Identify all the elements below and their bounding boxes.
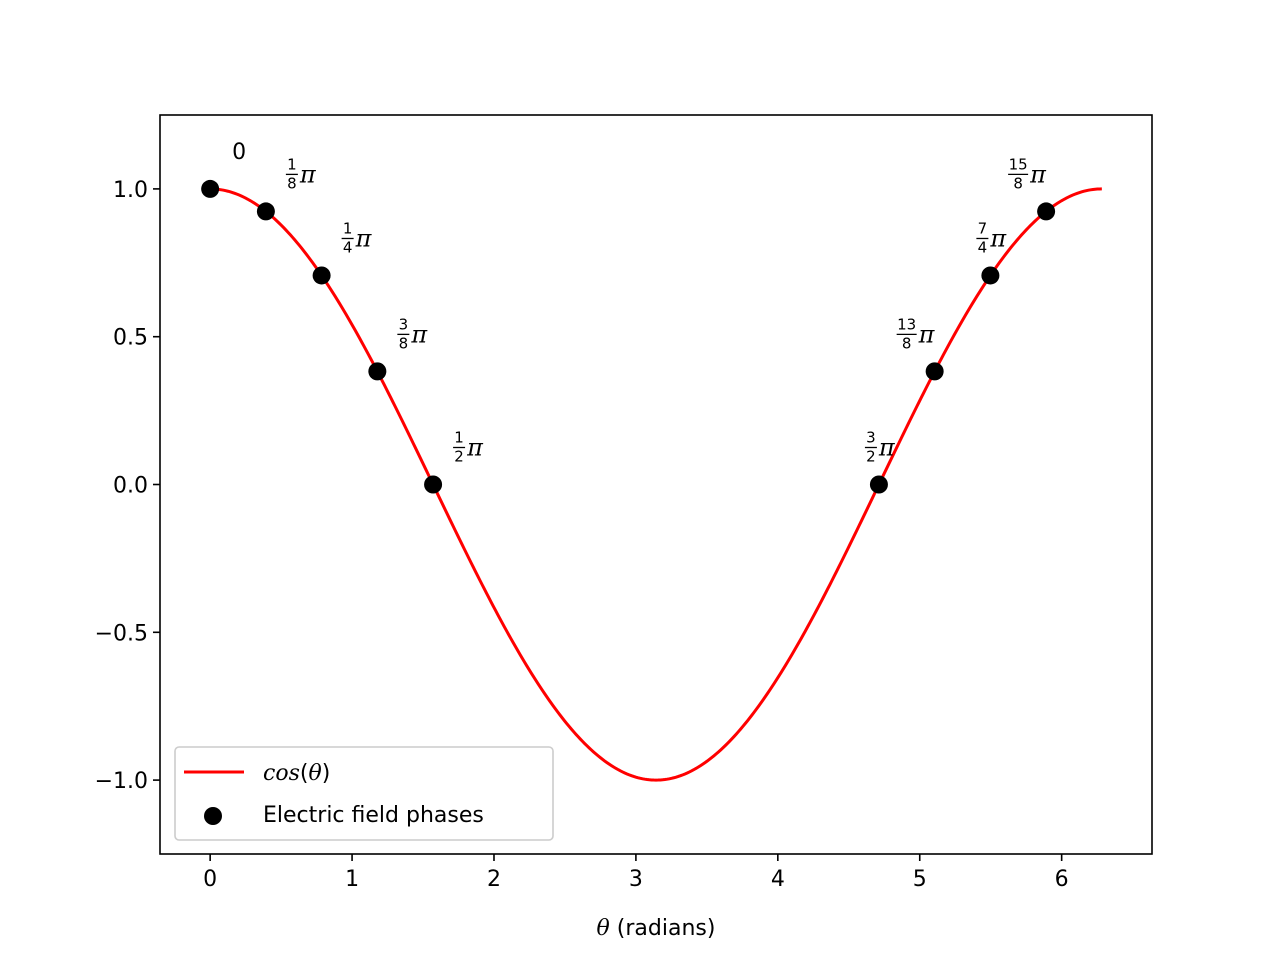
cos-line (210, 187, 1102, 782)
phase-label-denominator: 2 (454, 448, 464, 466)
legend-label-phases: Electric field phases (263, 803, 484, 828)
phase-label-denominator: 8 (902, 334, 912, 352)
phase-label-symbol: π (410, 320, 428, 348)
y-tick-label: 1.0 (113, 178, 148, 203)
phase-label-symbol: π (299, 160, 317, 188)
phase-point (424, 475, 443, 494)
phase-label-symbol: π (355, 224, 373, 252)
phase-point (869, 475, 888, 494)
phase-point (312, 266, 331, 285)
y-tick-label: 0.5 (113, 326, 148, 351)
phase-label-denominator: 2 (866, 448, 876, 466)
phase-point (981, 266, 1000, 285)
phase-label: 18 π (285, 155, 317, 192)
phase-label-numerator: 1 (343, 219, 353, 237)
phase-label-symbol: π (918, 320, 936, 348)
phase-label: 12 π (453, 429, 484, 466)
phase-label-symbol: π (1029, 160, 1047, 188)
axes-layer: 0 1 2 3 4 5 61.00.50.0−0.5−1.0 (95, 178, 1069, 892)
phase-point (201, 179, 220, 198)
phase-label-numerator: 3 (866, 429, 876, 447)
phase-label-symbol: π (466, 434, 484, 462)
x-tick-label: 4 (771, 867, 785, 892)
phase-point (256, 202, 275, 221)
phase-label: 138 π (896, 315, 936, 352)
phase-label-symbol: π (878, 434, 896, 462)
phase-label-numerator: 3 (399, 315, 409, 333)
x-tick-label: 3 (629, 867, 643, 892)
legend-paren-open: ( (300, 761, 309, 786)
phase-label-denominator: 8 (399, 334, 409, 352)
phase-label: 74 π (976, 219, 1007, 256)
y-tick-label: 0.0 (113, 474, 148, 499)
phase-label: 158 π (1008, 155, 1047, 192)
phase-label: 38 π (397, 315, 428, 352)
phase-label-denominator: 8 (1013, 174, 1023, 192)
phase-point (1037, 202, 1056, 221)
legend-marker-swatch (204, 807, 222, 825)
legend-paren-close: ) (322, 761, 331, 786)
x-axis-label-rest: (radians) (610, 916, 716, 941)
x-axis-label-symbol: θ (597, 916, 610, 941)
phase-label-denominator: 4 (978, 238, 988, 256)
y-tick-label: −0.5 (95, 621, 148, 646)
phase-label-denominator: 8 (287, 174, 297, 192)
x-axis-label: θ (radians) (597, 916, 716, 941)
phase-point (925, 362, 944, 381)
x-tick-label: 5 (913, 867, 927, 892)
legend-label-cos: cos(θ) (263, 761, 330, 786)
legend: cos(θ) Electric field phases (174, 746, 554, 841)
phase-label-numerator: 13 (897, 315, 916, 333)
phase-label: 0 (232, 140, 246, 165)
phase-label-symbol: π (989, 224, 1007, 252)
x-tick-label: 0 (203, 867, 217, 892)
phase-label-numerator: 1 (287, 155, 297, 173)
x-tick-label: 2 (487, 867, 501, 892)
phase-point (368, 362, 387, 381)
plot-frame (159, 114, 1153, 855)
legend-fn-text: cos (263, 761, 300, 786)
phase-label-numerator: 7 (978, 219, 988, 237)
phase-label-numerator: 1 (454, 429, 464, 447)
phase-label: 32 π (864, 429, 896, 466)
phase-label: 14 π (341, 219, 373, 256)
x-tick-label: 1 (345, 867, 359, 892)
phase-label-numerator: 15 (1009, 155, 1028, 173)
y-tick-label: −1.0 (95, 769, 148, 794)
legend-box (174, 746, 554, 841)
legend-var-text: θ (308, 761, 321, 786)
phase-label-denominator: 4 (343, 238, 353, 256)
x-tick-label: 6 (1055, 867, 1069, 892)
